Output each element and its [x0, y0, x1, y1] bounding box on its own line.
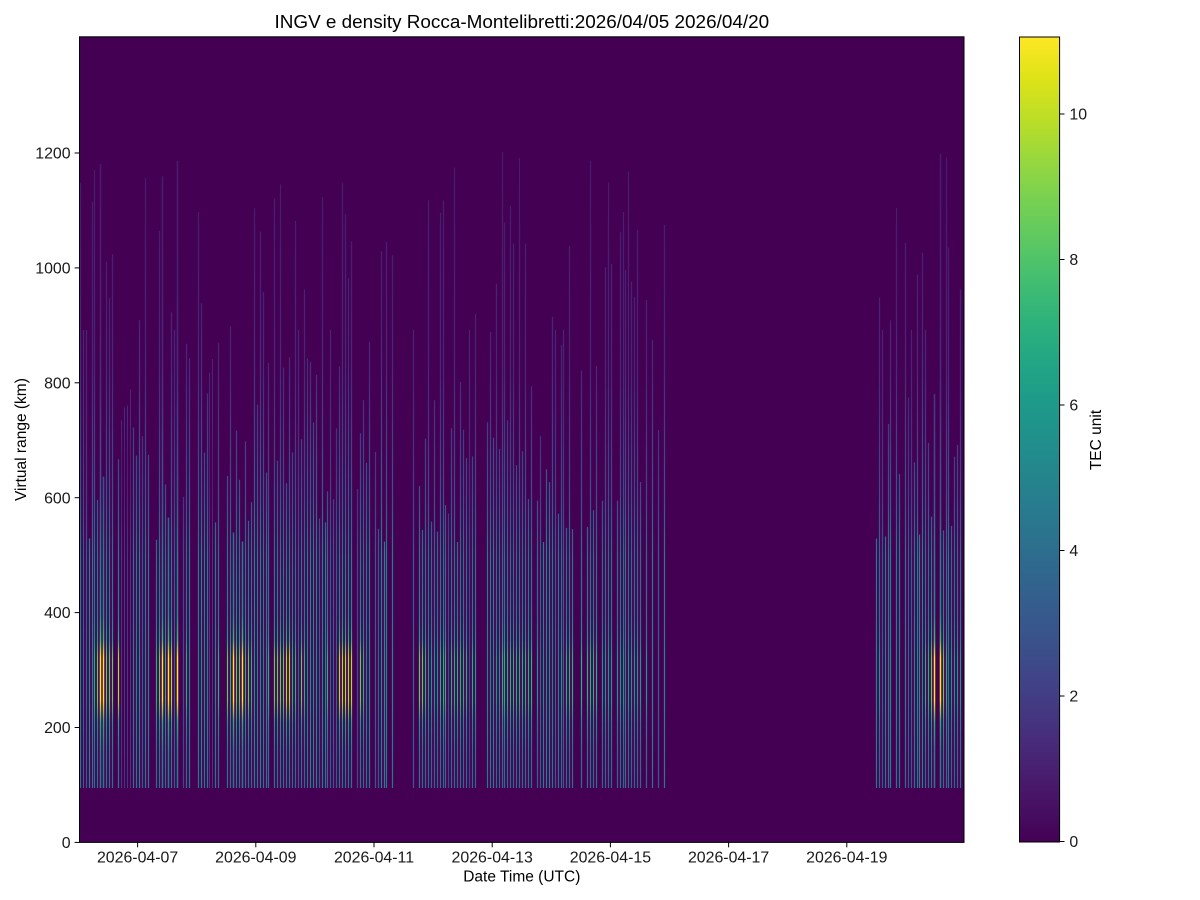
svg-text:2026-04-11: 2026-04-11: [334, 849, 414, 866]
svg-text:0: 0: [1069, 834, 1078, 851]
svg-text:6: 6: [1069, 398, 1078, 415]
svg-text:TEC unit: TEC unit: [1088, 409, 1105, 470]
svg-text:2026-04-07: 2026-04-07: [97, 849, 178, 866]
svg-text:1000: 1000: [35, 261, 71, 278]
svg-text:Date Time (UTC): Date Time (UTC): [463, 869, 580, 886]
svg-text:8: 8: [1069, 252, 1078, 269]
svg-text:Virtual range (km): Virtual range (km): [13, 378, 30, 501]
svg-text:2026-04-19: 2026-04-19: [806, 849, 887, 866]
svg-text:800: 800: [44, 375, 71, 392]
svg-text:600: 600: [44, 490, 71, 507]
svg-text:200: 200: [44, 720, 71, 737]
svg-text:1200: 1200: [35, 146, 71, 163]
svg-text:2: 2: [1069, 689, 1078, 706]
svg-text:2026-04-13: 2026-04-13: [452, 849, 533, 866]
svg-text:INGV e density Rocca-Montelibr: INGV e density Rocca-Montelibretti:2026/…: [274, 12, 769, 33]
svg-text:0: 0: [62, 835, 71, 852]
svg-text:2026-04-09: 2026-04-09: [215, 849, 296, 866]
svg-text:400: 400: [44, 605, 71, 622]
svg-text:10: 10: [1069, 107, 1087, 124]
svg-text:2026-04-17: 2026-04-17: [688, 849, 769, 866]
svg-text:2026-04-15: 2026-04-15: [570, 849, 651, 866]
svg-text:4: 4: [1069, 543, 1078, 560]
